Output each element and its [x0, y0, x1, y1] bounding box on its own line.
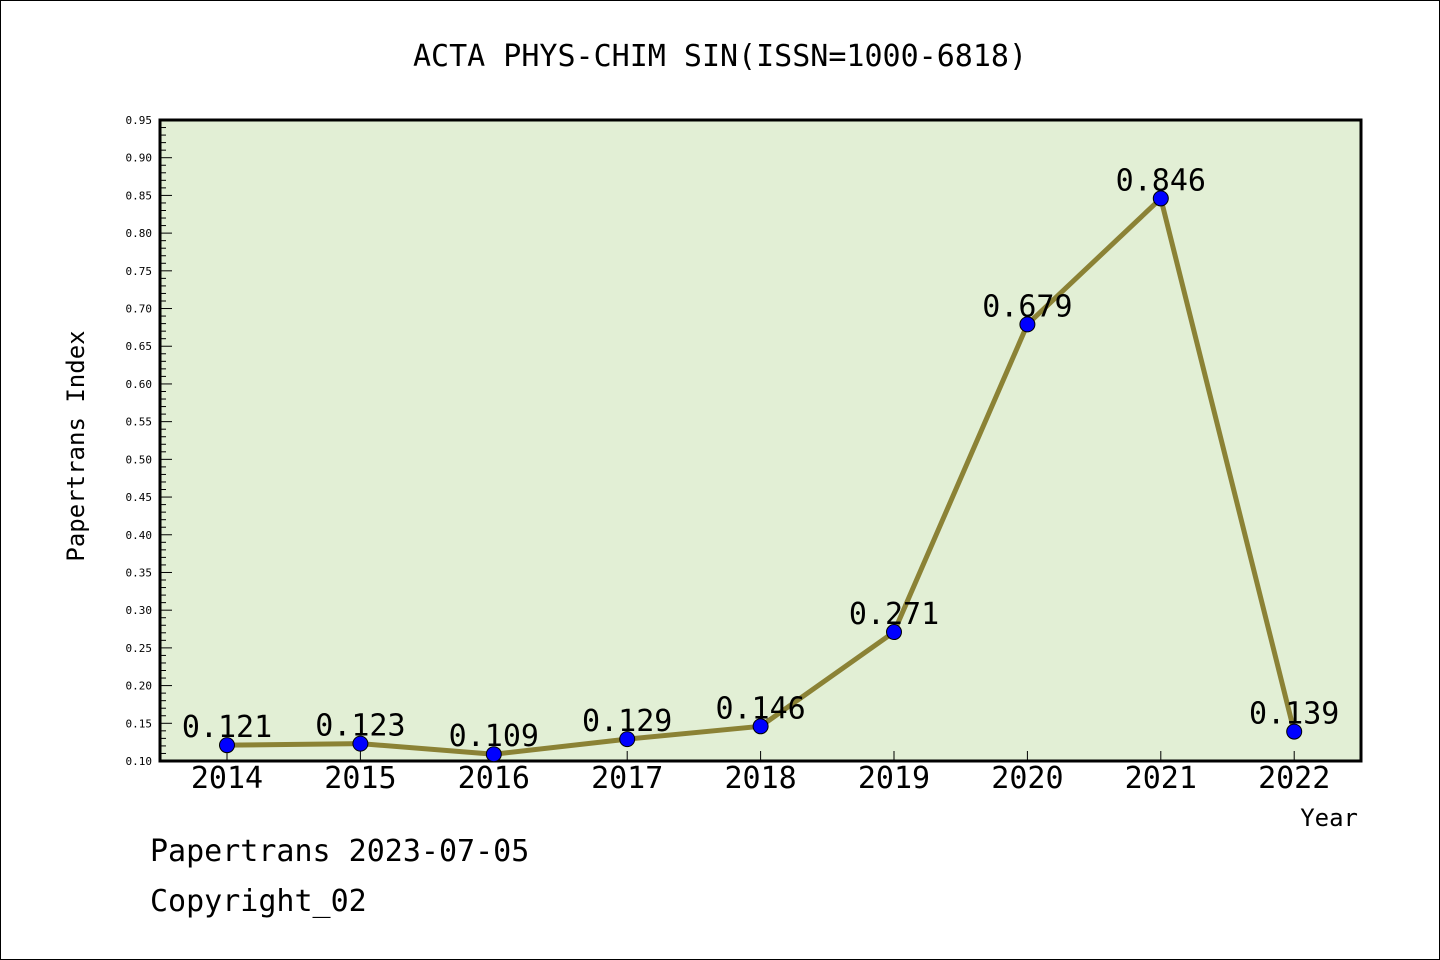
series-line-group: 0.121 0.123 0.109 0.129 0.146 0.271 0.679 0.846… [182, 163, 1339, 763]
data-label: 0.121 [182, 710, 272, 745]
y-tick-label: 0.80 [126, 227, 153, 240]
x-tick-label: 2022 [1258, 761, 1330, 796]
y-tick-label: 0.60 [126, 378, 153, 391]
data-label: 0.123 [315, 709, 405, 744]
footer-copyright: Copyright_02 [150, 884, 367, 919]
x-tick-label: 2019 [858, 761, 930, 796]
x-axis-label: Year [1300, 804, 1358, 832]
y-tick-label: 0.45 [126, 491, 153, 504]
data-point [619, 731, 636, 748]
data-point [219, 737, 235, 754]
data-point [352, 735, 369, 752]
data-label: 0.146 [715, 691, 805, 726]
x-tick-label: 2015 [324, 761, 396, 796]
y-tick-label: 0.55 [126, 416, 153, 429]
x-tick-label: 2018 [724, 761, 796, 796]
data-point [485, 746, 502, 763]
y-tick-label: 0.65 [126, 340, 153, 353]
y-tick-label: 0.30 [126, 604, 153, 617]
footer-date: Papertrans 2023-07-05 [150, 834, 530, 869]
data-label: 0.271 [849, 597, 939, 632]
y-tick-label: 0.20 [126, 680, 153, 693]
y-tick-label: 0.35 [126, 566, 153, 579]
data-label: 0.846 [1116, 163, 1206, 198]
y-tick-label: 0.50 [126, 453, 153, 466]
y-tick-label: 0.70 [126, 303, 153, 316]
y-tick-label: 0.95 [126, 114, 153, 127]
data-label: 0.109 [449, 719, 539, 754]
y-tick-label: 0.90 [126, 152, 153, 165]
chart-title: ACTA PHYS-CHIM SIN(ISSN=1000-6818) [413, 39, 1027, 74]
plot-area [158, 118, 1363, 763]
y-tick-label: 0.25 [126, 642, 153, 655]
data-point [886, 624, 902, 641]
x-tick-label: 2017 [591, 761, 663, 796]
y-axis: 0.10 0.15 0.20 0.25 0.30 0.35 0.40 0.45 0.50 0.55… [126, 114, 172, 768]
y-tick-label: 0.40 [126, 529, 153, 542]
x-tick-label: 2016 [458, 761, 530, 796]
x-tick-label: 2014 [191, 761, 263, 796]
y-axis-label: Papertrans Index [62, 330, 90, 561]
data-point [1286, 723, 1303, 740]
x-tick-label: 2021 [1125, 761, 1197, 796]
data-label: 0.139 [1249, 697, 1339, 732]
y-tick-label: 0.15 [126, 717, 153, 730]
data-point [752, 718, 769, 735]
y-tick-label: 0.10 [126, 755, 153, 768]
data-point [1152, 190, 1169, 207]
y-tick-label: 0.85 [126, 189, 153, 202]
x-axis: 2014 2015 2016 2017 2018 2019 2020 2021 2022 [191, 751, 1330, 796]
x-tick-label: 2020 [991, 761, 1063, 796]
data-point [1019, 316, 1036, 333]
y-tick-label: 0.75 [126, 265, 153, 278]
data-label: 0.679 [982, 289, 1072, 324]
data-label: 0.129 [582, 704, 672, 739]
